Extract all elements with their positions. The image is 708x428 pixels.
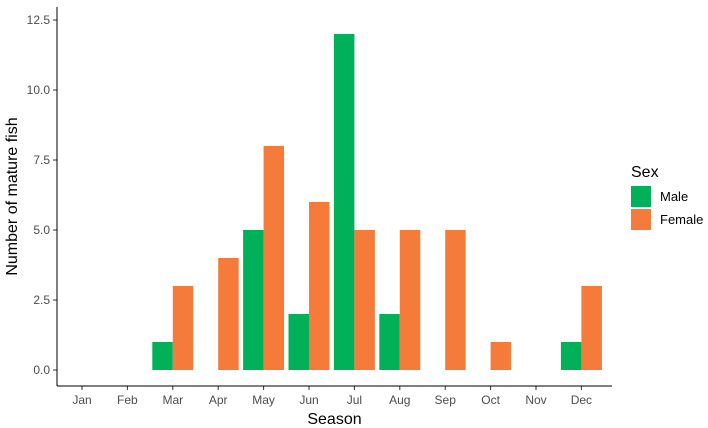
legend-label-male: Male: [660, 189, 688, 204]
y-axis-ticks: 0.0 2.5 5.0 7.5 10.0 12.5: [27, 13, 57, 377]
bar-male-mar: [152, 342, 173, 370]
bar-female-oct: [490, 342, 512, 370]
bar-female-mar: [172, 286, 194, 370]
y-tick-label: 12.5: [27, 13, 51, 27]
x-tick-label: Nov: [525, 393, 546, 407]
bar-male-aug: [379, 314, 400, 370]
bar-female-may: [263, 146, 285, 370]
x-tick-label: Apr: [209, 393, 228, 407]
x-tick-label: Aug: [389, 393, 410, 407]
y-tick-label: 7.5: [33, 153, 50, 167]
bar-male-dec: [560, 342, 582, 370]
legend-key-male: [631, 186, 651, 207]
y-tick-label: 0.0: [33, 363, 50, 377]
x-tick-label: May: [252, 393, 275, 407]
legend-key-female: [631, 209, 651, 230]
bar-female-aug: [399, 230, 421, 370]
bar-male-jun: [288, 314, 309, 370]
x-axis-title: Season: [307, 411, 361, 428]
x-tick-label: Sep: [435, 393, 457, 407]
bar-male-jul: [333, 34, 355, 370]
bar-female-jun: [309, 202, 330, 370]
x-tick-label: Dec: [571, 393, 592, 407]
x-tick-label: Jun: [299, 393, 318, 407]
bars-group: [152, 34, 602, 370]
bar-female-dec: [581, 286, 602, 370]
bar-male-may: [243, 230, 264, 370]
x-tick-label: Jul: [347, 393, 362, 407]
x-tick-label: Mar: [162, 393, 183, 407]
y-axis-title: Number of mature fish: [4, 117, 21, 275]
legend-label-female: Female: [660, 212, 703, 227]
y-tick-label: 10.0: [27, 83, 51, 97]
bar-female-jul: [354, 230, 375, 370]
x-tick-label: Oct: [481, 393, 500, 407]
y-tick-label: 5.0: [33, 223, 50, 237]
x-tick-label: Jan: [72, 393, 91, 407]
bar-female-sep: [445, 230, 466, 370]
x-axis-ticks: Jan Feb Mar Apr May Jun Jul Aug Sep Oct Nov Dec: [72, 386, 592, 407]
bar-female-apr: [218, 258, 239, 370]
y-tick-label: 2.5: [33, 293, 50, 307]
legend-title: Sex: [631, 164, 659, 181]
legend: Sex Male Female: [631, 164, 703, 230]
x-tick-label: Feb: [117, 393, 138, 407]
